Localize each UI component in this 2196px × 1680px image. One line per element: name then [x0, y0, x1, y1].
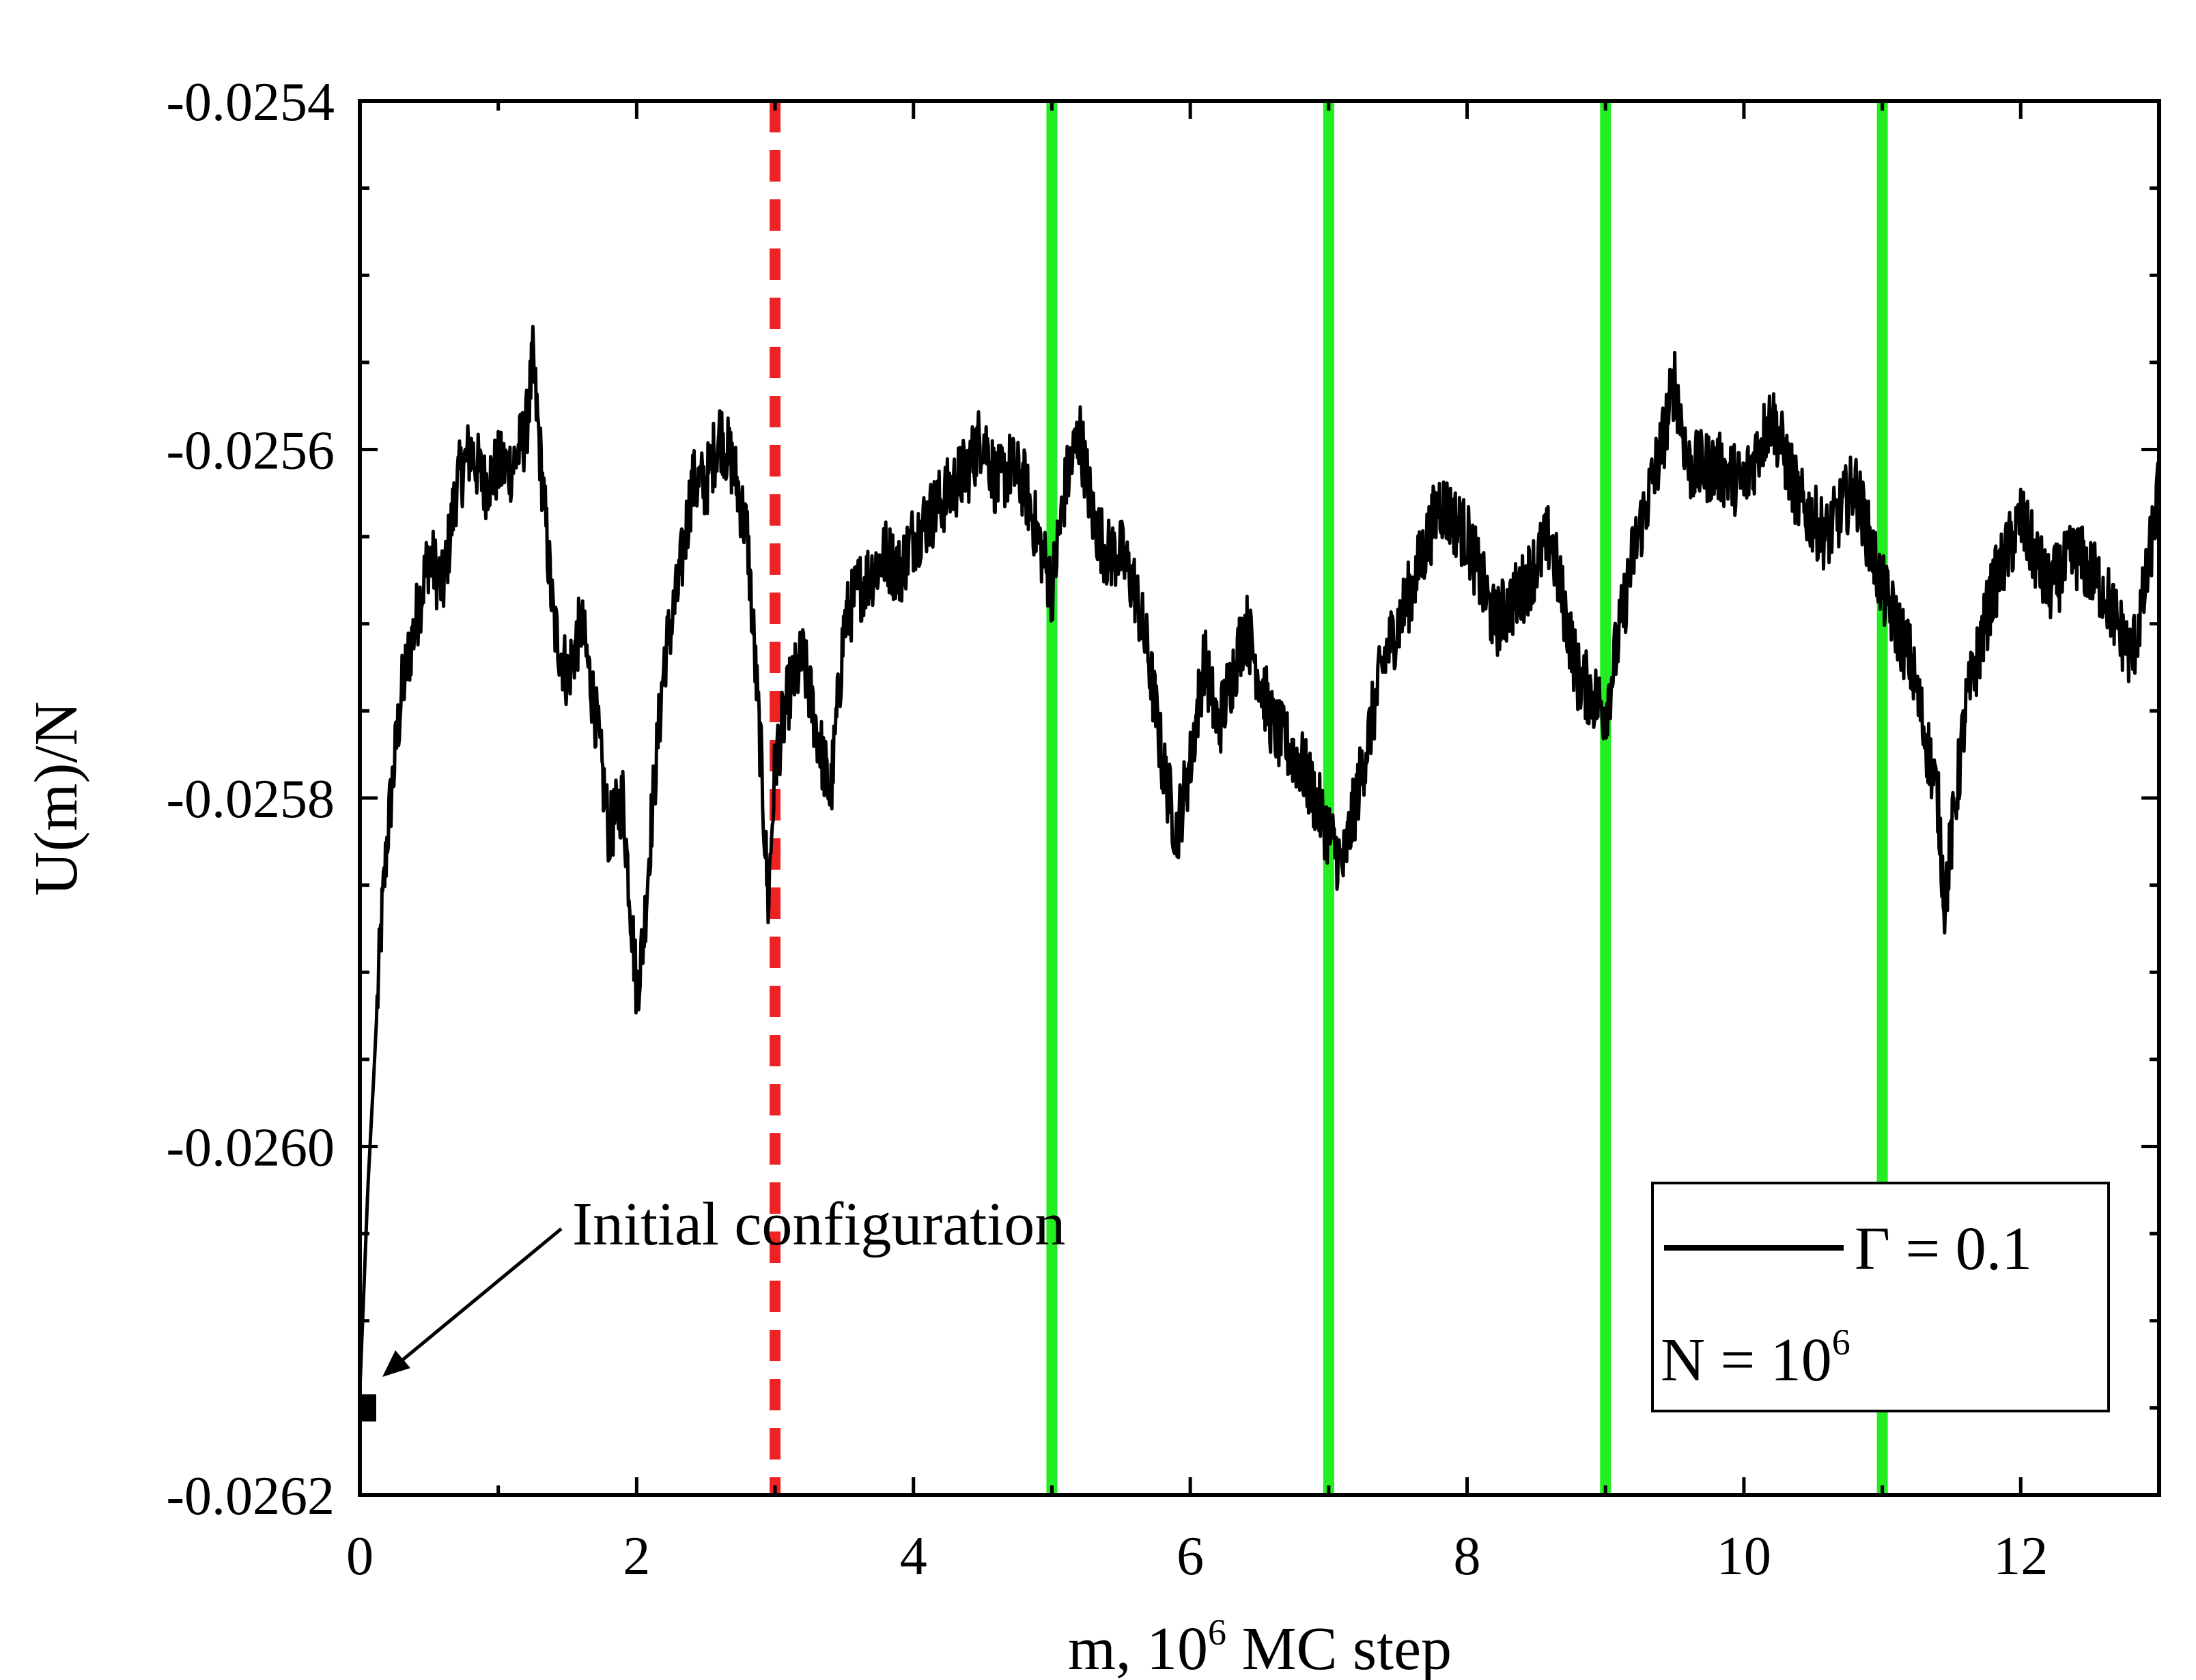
legend: Γ = 0.1 N = 106 — [1651, 1182, 2110, 1412]
y-tick-label: -0.0262 — [166, 1466, 335, 1526]
x-tick-labels: 0 2 4 6 8 10 12 — [346, 1526, 2048, 1586]
legend-box — [1651, 1182, 2110, 1412]
y-tick-label: -0.0256 — [166, 421, 335, 481]
annotation-arrow-line — [395, 1227, 563, 1367]
series-line-0 — [358, 324, 2161, 1391]
x-axis-title-text: m, 10 — [1068, 1615, 1208, 1680]
legend-entry-label: Γ = 0.1 — [1855, 1215, 2032, 1283]
x-tick-label: 0 — [346, 1526, 374, 1586]
x-tick-label: 6 — [1177, 1526, 1204, 1586]
x-tick-label: 12 — [1993, 1526, 2048, 1586]
y-tick-label: -0.0260 — [166, 1118, 335, 1178]
x-axis-title-suffix: MC step — [1226, 1615, 1452, 1680]
x-tick-label: 8 — [1454, 1526, 1481, 1586]
x-axis-title: m, 106 MC step — [1068, 1612, 1452, 1680]
legend-note: N = 106 — [1661, 1322, 1850, 1394]
x-tick-label: 2 — [623, 1526, 650, 1586]
annotation: Initial configuration — [382, 1191, 1065, 1377]
legend-note-text: N = 10 — [1661, 1326, 1832, 1394]
y-tick-label: -0.0258 — [166, 769, 335, 829]
y-axis-title: U(m)/N — [23, 702, 90, 896]
x-axis-title-exponent: 6 — [1208, 1612, 1226, 1653]
x-tick-label: 10 — [1717, 1526, 1771, 1586]
axis-ticks — [358, 99, 2161, 1497]
y-tick-labels: -0.0262 -0.0260 -0.0258 -0.0256 -0.0254 — [166, 72, 335, 1526]
y-tick-label: -0.0254 — [166, 72, 335, 132]
annotation-text: Initial configuration — [572, 1191, 1065, 1258]
legend-note-exponent: 6 — [1832, 1322, 1850, 1363]
x-tick-label: 4 — [900, 1526, 927, 1586]
annotation-arrow-head — [382, 1350, 410, 1377]
